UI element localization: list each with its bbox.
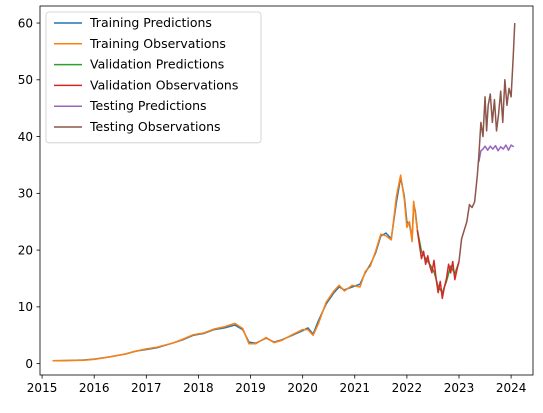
y-axis: 0 10 20 30 40 50 60 <box>18 16 40 371</box>
x-tick-label: 2022 <box>392 381 423 395</box>
legend-label: Testing Observations <box>89 119 221 134</box>
y-tick-label: 0 <box>25 357 33 371</box>
x-axis: 2015 2016 2017 2018 2019 2020 2021 2022 2023 2024 <box>27 375 527 395</box>
legend-label: Training Observations <box>89 36 226 51</box>
x-tick-label: 2024 <box>496 381 527 395</box>
x-tick-label: 2019 <box>235 381 266 395</box>
legend-label: Validation Observations <box>90 77 238 92</box>
x-tick-label: 2016 <box>79 381 110 395</box>
legend-label: Testing Predictions <box>89 98 207 113</box>
x-tick-label: 2023 <box>444 381 475 395</box>
legend: Training Predictions Training Observation… <box>46 12 261 143</box>
y-tick-label: 50 <box>18 73 33 87</box>
x-tick-label: 2017 <box>131 381 162 395</box>
legend-label: Training Predictions <box>89 15 212 30</box>
x-tick-label: 2021 <box>339 381 370 395</box>
legend-label: Validation Predictions <box>90 57 224 72</box>
x-tick-label: 2020 <box>287 381 318 395</box>
y-tick-label: 30 <box>18 187 33 201</box>
x-tick-label: 2015 <box>27 381 58 395</box>
y-tick-label: 20 <box>18 243 33 257</box>
y-tick-label: 10 <box>18 300 33 314</box>
y-tick-label: 40 <box>18 130 33 144</box>
x-tick-label: 2018 <box>183 381 214 395</box>
y-tick-label: 60 <box>18 16 33 30</box>
